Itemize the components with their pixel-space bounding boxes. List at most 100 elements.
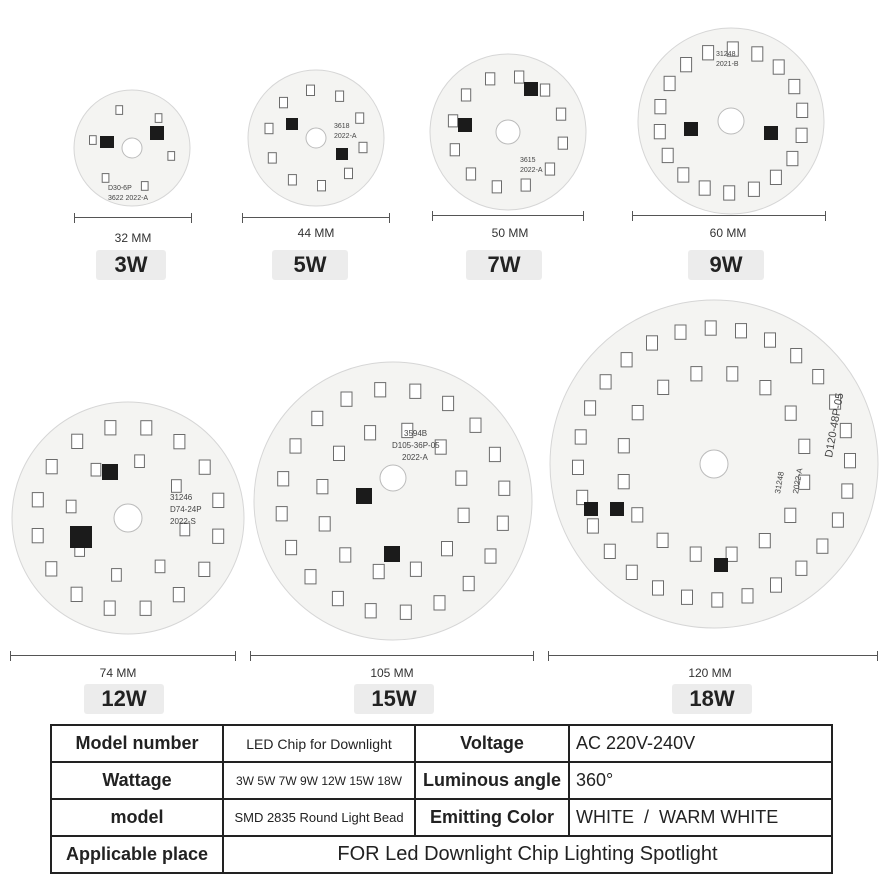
led-chip — [790, 348, 803, 364]
led-chip — [173, 434, 186, 450]
luminous-angle-value: 360° — [568, 761, 833, 800]
led-chip — [726, 366, 739, 382]
led-chip — [829, 394, 842, 410]
dimension-line-3w — [74, 213, 192, 223]
dimension-line-15w — [250, 651, 534, 661]
led-chip — [784, 405, 797, 421]
led-chip — [409, 383, 422, 399]
led-chip — [374, 382, 387, 398]
led-chip — [652, 580, 664, 596]
led-chip — [134, 454, 145, 469]
led-chip — [462, 575, 475, 592]
board-12w-model: D74-24P — [170, 505, 202, 514]
led-chip — [795, 127, 808, 143]
led-chip — [287, 174, 297, 186]
led-chip — [514, 70, 525, 84]
led-chip — [784, 507, 797, 523]
board-15w-code: 3594B — [404, 429, 427, 438]
spec-table: Model number LED Chip for Downlight Volt… — [50, 724, 833, 874]
led-chip — [539, 83, 551, 97]
led-chip — [198, 561, 211, 577]
size-label-15w: 105 MM — [370, 666, 414, 680]
led-chip — [31, 528, 44, 544]
applicable-place-label: Applicable place — [50, 835, 224, 874]
led-board-12w: 31246 D74-24P 2022-S — [11, 401, 245, 635]
dimension-line-5w — [242, 213, 390, 223]
led-chip — [816, 538, 829, 554]
led-chip — [89, 135, 97, 145]
led-chip — [770, 577, 782, 593]
led-chip — [741, 588, 754, 604]
led-chip — [289, 438, 302, 454]
luminous-angle-label: Luminous angle — [414, 761, 570, 800]
led-chip — [372, 563, 385, 580]
wattage-badge-12w: 12W — [84, 684, 164, 714]
led-chip — [726, 41, 739, 57]
led-chip — [798, 474, 811, 490]
led-chip — [674, 324, 687, 340]
led-chip — [663, 75, 676, 92]
board-15w-date: 2022-A — [402, 453, 428, 462]
led-chip — [279, 96, 288, 109]
led-chip — [449, 143, 461, 157]
led-chip — [434, 439, 447, 455]
led-chip — [264, 122, 274, 135]
dimension-line-18w — [548, 651, 878, 661]
led-chip — [631, 507, 644, 523]
led-chip — [654, 99, 667, 115]
led-chip — [617, 474, 630, 490]
led-chip — [335, 90, 345, 102]
led-chip — [653, 124, 666, 140]
led-chip — [661, 147, 674, 164]
led-chip — [488, 446, 501, 463]
board-3w-date: 3622 2022-A — [108, 195, 148, 202]
led-chip — [702, 45, 715, 61]
led-chip — [584, 400, 597, 416]
led-chip — [101, 173, 110, 183]
model-value: SMD 2835 Round Light Bead — [222, 798, 416, 837]
led-chip — [690, 366, 703, 382]
led-chip — [306, 84, 315, 96]
led-chip — [172, 587, 185, 603]
led-board-15w: 3594B D105-36P-05 2022-A — [253, 361, 533, 641]
led-chip — [433, 595, 446, 611]
led-chip — [769, 169, 782, 185]
led-chip — [355, 112, 365, 124]
led-chip — [340, 391, 353, 407]
led-chip — [491, 180, 502, 194]
led-chip — [759, 380, 772, 396]
led-chip — [364, 603, 377, 619]
led-chip — [447, 114, 459, 128]
led-chip — [65, 499, 77, 514]
led-chip — [656, 532, 669, 548]
led-chip — [167, 151, 176, 161]
led-chip — [212, 492, 225, 508]
led-chip — [115, 105, 124, 115]
led-chip — [469, 417, 482, 433]
led-chip — [831, 512, 844, 528]
led-chip — [555, 107, 567, 121]
led-chip — [680, 57, 693, 73]
table-row: Wattage 3W 5W 7W 9W 12W 15W 18W Luminous… — [50, 761, 833, 800]
led-chip — [171, 479, 182, 493]
led-chip — [154, 559, 166, 574]
size-label-5w: 44 MM — [297, 226, 335, 240]
led-chip — [285, 539, 298, 556]
led-chip — [339, 547, 352, 563]
led-chip — [620, 352, 633, 368]
led-chip — [772, 59, 785, 75]
led-chip — [31, 492, 44, 508]
led-chip — [154, 113, 163, 123]
led-chip — [723, 185, 736, 201]
led-chip — [599, 374, 612, 390]
led-chip — [841, 483, 854, 499]
table-row: Applicable place FOR Led Downlight Chip … — [50, 835, 833, 874]
led-chip — [333, 445, 345, 461]
board-7w-code: 3615 — [520, 157, 536, 164]
board-12w-code: 31246 — [170, 493, 193, 502]
voltage-value: AC 220V-240V — [568, 724, 833, 763]
led-chip — [140, 181, 149, 191]
led-chip — [764, 332, 776, 348]
led-chip — [631, 405, 644, 421]
dimension-line-7w — [432, 211, 584, 221]
